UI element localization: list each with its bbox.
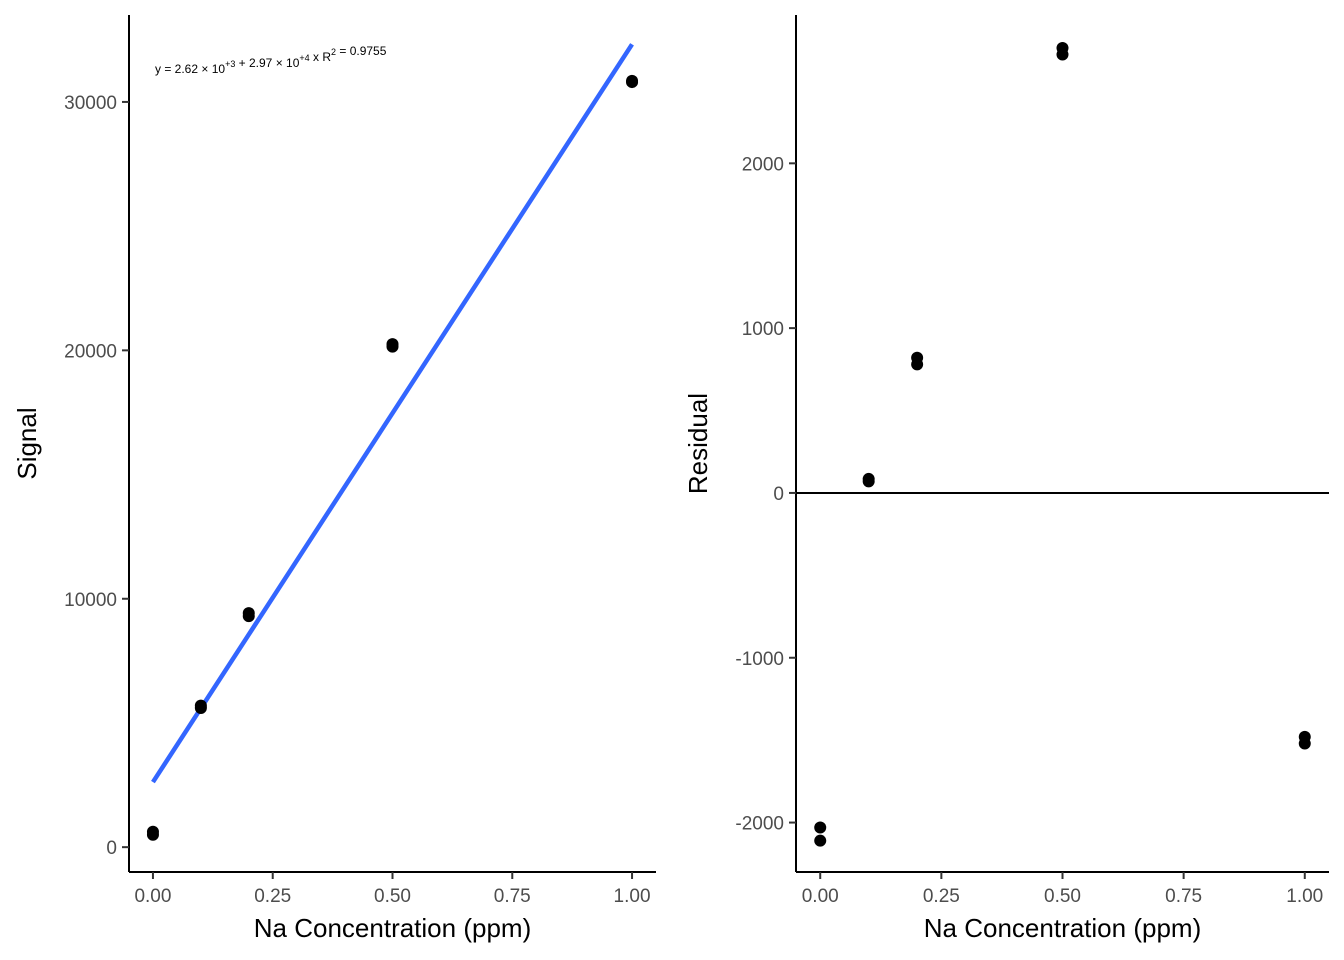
x-tick-label: 0.00 [802, 886, 839, 907]
x-tick-label: 0.75 [494, 886, 531, 907]
residual-panel: 0.00 0.25 0.50 0.75 1.00 -2000 -1000 0 1000 2000 N… [683, 15, 1329, 943]
data-point [862, 472, 875, 485]
data-point [814, 834, 827, 847]
y-tick-label: -2000 [735, 814, 784, 835]
y-tick-label: 10000 [64, 590, 117, 611]
x-axis-title: Na Concentration (ppm) [924, 913, 1201, 943]
x-tick-label: 1.00 [1286, 886, 1323, 907]
equation-superscript: 2 [331, 47, 336, 57]
equation-text: x [310, 50, 323, 64]
x-tick-label: 0.00 [134, 886, 171, 907]
y-tick-label: 2000 [742, 154, 784, 175]
equation-superscript: +3 [225, 59, 235, 69]
y-tick-label: 30000 [64, 93, 117, 114]
data-point [146, 825, 159, 838]
data-point [911, 351, 924, 364]
x-tick-label: 0.25 [923, 886, 960, 907]
y-tick-label: 20000 [64, 341, 117, 362]
data-point [1056, 48, 1069, 61]
y-tick-label: 0 [773, 484, 784, 505]
calibration-panel: 0.00 0.25 0.50 0.75 1.00 0 10000 20000 30000 Na C… [12, 15, 656, 943]
equation-superscript: +4 [299, 53, 309, 63]
data-point [1298, 737, 1311, 750]
x-tick-label: 0.50 [374, 886, 411, 907]
x-tick-label: 1.00 [614, 886, 651, 907]
y-tick-label: 0 [106, 838, 117, 859]
equation-text: = 0.9755 [336, 44, 387, 58]
data-point [242, 607, 255, 620]
regression-line [151, 43, 634, 784]
equation-text: R [322, 50, 331, 64]
regression-equation: y = 2.62 × 10+3 + 2.97 × 10+4 x R2 = 0.9… [155, 44, 387, 76]
equation-text: y = 2.62 × 10 [155, 62, 225, 76]
x-tick-label: 0.25 [254, 886, 291, 907]
y-tick-label: 1000 [742, 319, 784, 340]
y-axis-title: Signal [12, 407, 42, 479]
data-point [194, 699, 207, 712]
data-point [814, 821, 827, 834]
x-axis-title: Na Concentration (ppm) [254, 913, 531, 943]
data-point [386, 338, 399, 351]
equation-text: + 2.97 × 10 [235, 56, 299, 70]
y-axis-title: Residual [683, 393, 713, 494]
data-point [626, 74, 639, 87]
x-tick-label: 0.75 [1165, 886, 1202, 907]
x-tick-label: 0.50 [1044, 886, 1081, 907]
y-tick-label: -1000 [735, 649, 784, 670]
